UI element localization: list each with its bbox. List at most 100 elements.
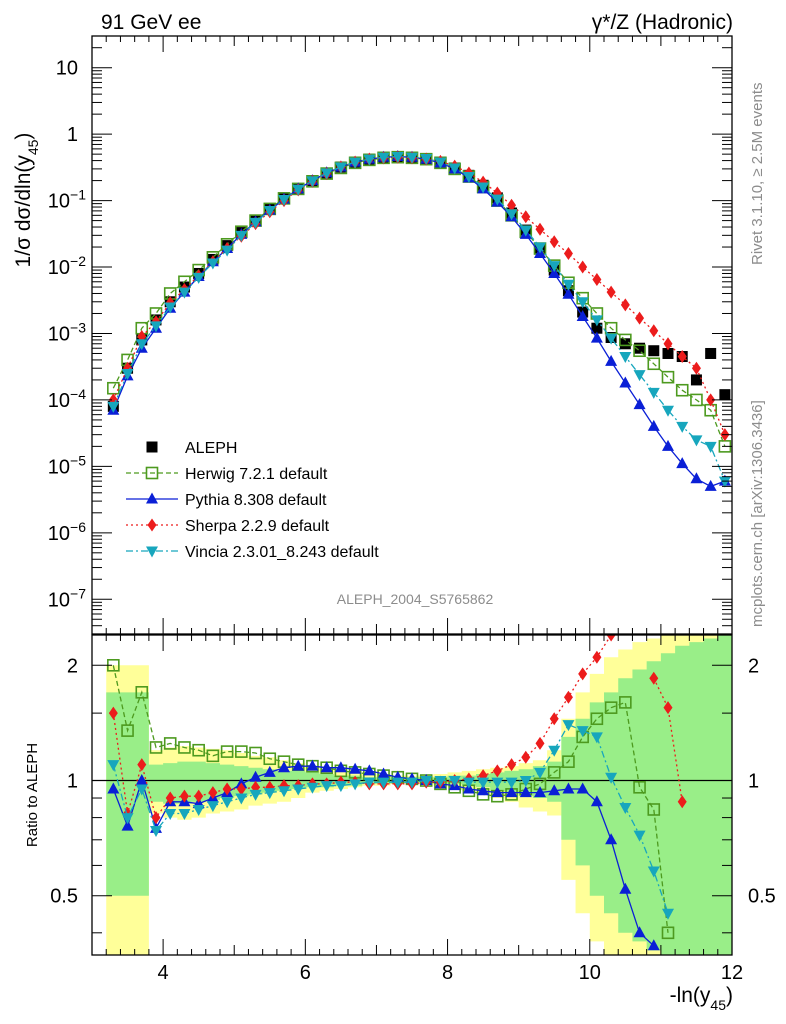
ratio-pythia-point <box>548 784 561 796</box>
legend-pythia-marker <box>146 492 158 504</box>
ratio-ytick-label-right: 1 <box>748 771 759 793</box>
ratio-vincia-point <box>192 804 205 816</box>
main-vincia-point <box>278 194 290 206</box>
ratio-pythia-point <box>306 759 319 771</box>
main-pythia-point <box>676 457 689 469</box>
main-vincia-point <box>263 205 276 217</box>
main-vincia-line <box>112 155 726 482</box>
ratio-sherpa-point <box>606 635 616 642</box>
ratio-vincia-line <box>112 723 669 914</box>
main-vincia-point <box>306 176 319 188</box>
header-left-label: 91 GeV ee <box>101 11 201 34</box>
ratio-pythia-point <box>534 786 546 798</box>
ratio-sherpa-point <box>592 650 602 664</box>
ratio-xtick-label: 10 <box>579 962 601 984</box>
ratio-herwig-point <box>192 743 205 757</box>
main-panel: 10 1 10−1 10−2 10−3 10−4 10−5 10−6 10−7 1/σ dσ/d… <box>12 35 733 635</box>
ratio-vincia-point <box>349 779 362 791</box>
ratio-herwig-point <box>163 737 177 750</box>
main-sherpa-line <box>112 156 726 435</box>
ratio-herwig-point <box>562 755 575 768</box>
main-ylabel: 1/σ dσ/dln(y45) <box>12 133 41 268</box>
ratio-plot-area <box>92 635 732 955</box>
legend-aleph-label: ALEPH <box>185 440 237 457</box>
main-vincia-point <box>462 172 475 184</box>
main-aleph-point <box>662 347 674 359</box>
ratio-herwig-line <box>112 665 669 933</box>
ratio-vincia-point <box>434 776 447 788</box>
ratio-pythia-point <box>605 833 618 845</box>
ratio-vincia-point <box>164 808 177 820</box>
main-vincia-point <box>391 152 404 164</box>
ratio-sherpa-point <box>549 712 559 726</box>
main-vincia-point <box>633 370 646 382</box>
ratio-vincia-point <box>150 826 162 838</box>
main-sherpa-point <box>535 222 545 236</box>
main-vincia-point <box>590 315 603 327</box>
main-vincia-point <box>505 209 518 221</box>
main-vincia-point <box>320 168 333 180</box>
ratio-pythia-point <box>135 774 148 786</box>
main-vincia-point <box>548 261 561 273</box>
main-pythia-line <box>112 155 726 488</box>
ratio-xtick-label: 4 <box>158 962 169 984</box>
ratio-ytick-label-right: 0.5 <box>748 886 776 908</box>
ratio-vincia-point <box>491 777 504 789</box>
ratio-xlabel: -ln(y45) <box>670 984 733 1013</box>
main-ytick-label: 10 <box>56 58 78 80</box>
ratio-pythia-point <box>576 782 589 794</box>
ratio-vincia-point <box>249 789 262 801</box>
main-sherpa-point <box>663 337 673 351</box>
ratio-pythia-point <box>334 761 347 773</box>
ratio-herwig-point <box>547 766 561 779</box>
main-vincia-point <box>434 157 447 169</box>
main-ytick-label: 10−4 <box>48 386 86 412</box>
main-herwig-point <box>633 344 646 358</box>
ratio-sherpa-point <box>179 789 189 803</box>
legend-aleph-marker <box>146 441 158 453</box>
main-pythia-point <box>662 439 674 451</box>
main-ytick-label: 10−7 <box>48 585 86 611</box>
ratio-band-yellow <box>106 635 732 955</box>
ratio-sherpa-point <box>677 795 687 809</box>
ratio-ytick-label: 0.5 <box>50 886 78 908</box>
ratio-sherpa-point <box>236 782 246 796</box>
ratio-vincia-point <box>406 777 418 789</box>
ratio-herwig-point <box>149 741 163 754</box>
main-pythia-point <box>590 331 603 343</box>
ratio-vincia-point <box>633 830 646 842</box>
ratio-vincia-point <box>576 726 589 738</box>
main-vincia-point <box>491 194 504 206</box>
main-vincia-point <box>718 476 731 488</box>
main-sherpa-point <box>521 210 531 224</box>
main-sherpa-point <box>549 235 559 249</box>
ratio-frame <box>91 634 733 956</box>
ratio-vincia-point <box>619 803 632 815</box>
ratio-sherpa-point <box>492 764 502 778</box>
main-herwig-point <box>661 370 675 384</box>
ratio-vincia-point <box>306 782 319 794</box>
main-vincia-point <box>562 279 575 291</box>
ratio-vincia-point <box>662 908 674 920</box>
legend-herwig-label: Herwig 7.2.1 default <box>185 466 328 483</box>
ratio-vincia-point <box>334 781 347 793</box>
ratio-sherpa-point <box>194 789 204 803</box>
ratio-pythia-point <box>590 795 603 807</box>
main-vincia-point <box>619 352 632 364</box>
main-vincia-point <box>135 339 148 351</box>
main-vincia-point <box>249 217 262 229</box>
main-aleph-point <box>719 389 731 401</box>
ratio-sherpa-point <box>578 667 588 681</box>
ratio-vincia-point <box>548 745 561 757</box>
main-pythia-point <box>704 479 717 491</box>
ratio-vincia-point <box>135 784 148 796</box>
ratio-vincia-point <box>420 776 433 788</box>
ratio-ytick-label-right: 2 <box>748 655 759 677</box>
main-sherpa-point <box>635 311 645 325</box>
main-vincia-point <box>178 287 191 299</box>
main-vincia-point <box>221 245 234 257</box>
main-vincia-point <box>477 182 490 194</box>
ratio-herwig-point <box>590 712 604 726</box>
ratio-pythia-point <box>519 786 532 798</box>
main-pythia-point <box>690 472 703 484</box>
